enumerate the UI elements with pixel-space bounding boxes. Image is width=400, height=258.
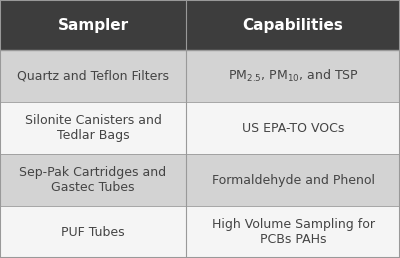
Text: Sampler: Sampler <box>58 18 128 33</box>
Text: Formaldehyde and Phenol: Formaldehyde and Phenol <box>212 174 374 187</box>
Bar <box>0 0 400 50</box>
Bar <box>0 50 400 102</box>
Text: PUF Tubes: PUF Tubes <box>61 225 125 239</box>
Text: Quartz and Teflon Filters: Quartz and Teflon Filters <box>17 70 169 83</box>
Text: PM$_{2.5}$, PM$_{10}$, and TSP: PM$_{2.5}$, PM$_{10}$, and TSP <box>228 68 358 84</box>
Bar <box>0 206 400 258</box>
Text: Silonite Canisters and
Tedlar Bags: Silonite Canisters and Tedlar Bags <box>24 114 162 142</box>
Text: High Volume Sampling for
PCBs PAHs: High Volume Sampling for PCBs PAHs <box>212 218 374 246</box>
Text: Capabilities: Capabilities <box>242 18 344 33</box>
Text: Sep-Pak Cartridges and
Gastec Tubes: Sep-Pak Cartridges and Gastec Tubes <box>20 166 166 194</box>
Bar <box>0 102 400 154</box>
Text: US EPA-TO VOCs: US EPA-TO VOCs <box>242 122 344 135</box>
Bar <box>0 154 400 206</box>
